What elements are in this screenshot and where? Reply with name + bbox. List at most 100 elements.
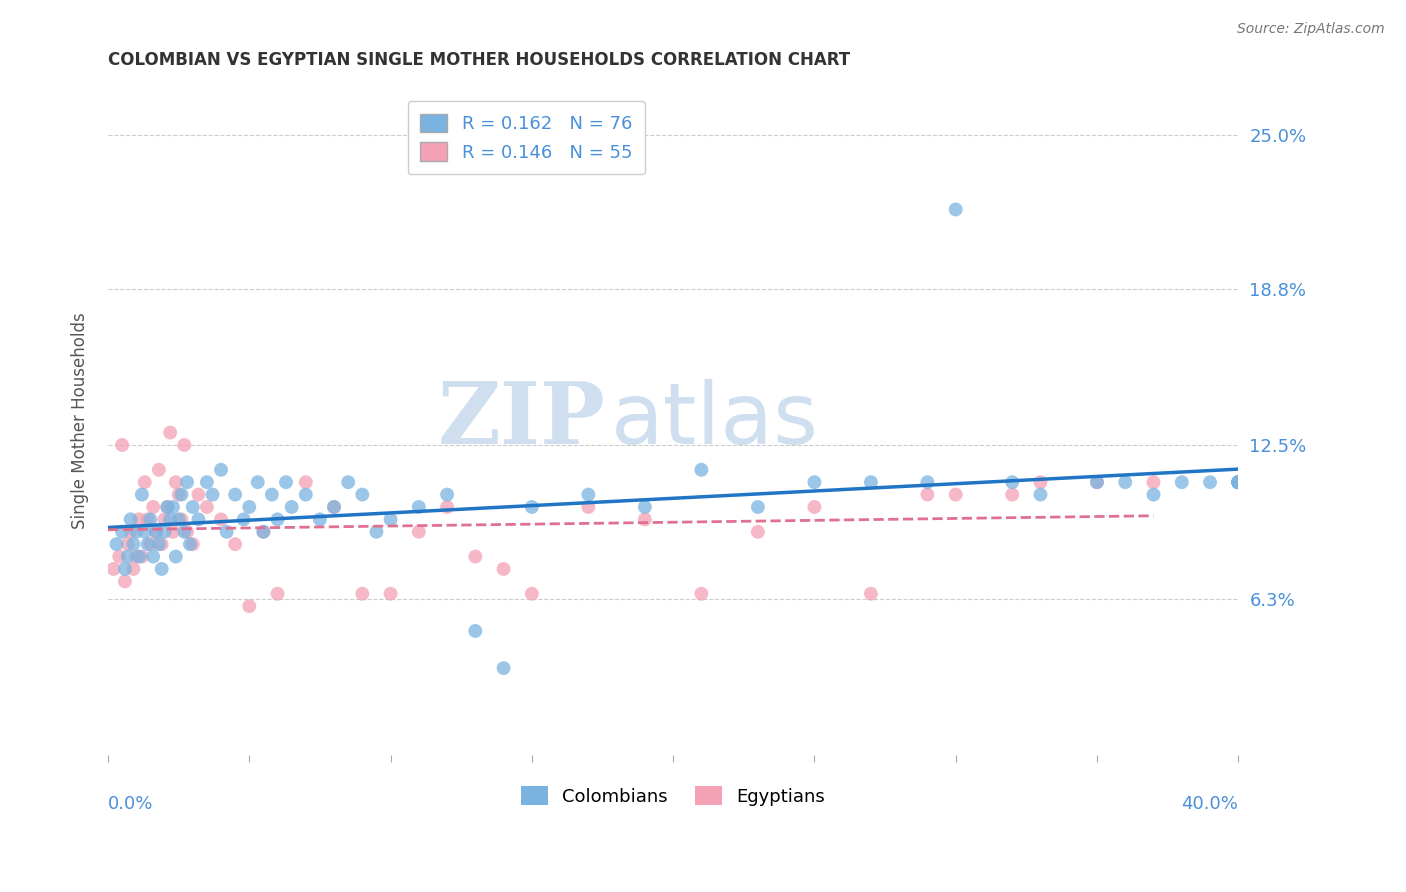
Point xyxy=(352,487,374,501)
Point xyxy=(136,512,159,526)
Point xyxy=(134,524,156,539)
Legend: Colombians, Egyptians: Colombians, Egyptians xyxy=(513,779,832,813)
Point xyxy=(1142,487,1164,501)
Point xyxy=(1001,475,1024,490)
Point xyxy=(209,512,232,526)
Point xyxy=(159,425,181,440)
Point xyxy=(1001,487,1024,501)
Point xyxy=(917,487,939,501)
Point xyxy=(131,549,153,564)
Point xyxy=(576,500,599,514)
Point xyxy=(167,512,190,526)
Text: atlas: atlas xyxy=(612,379,818,462)
Point xyxy=(252,524,274,539)
Point xyxy=(170,487,193,501)
Point xyxy=(1227,475,1250,490)
Point xyxy=(187,487,209,501)
Point xyxy=(148,537,170,551)
Point xyxy=(690,463,713,477)
Point xyxy=(150,562,173,576)
Point xyxy=(111,524,134,539)
Point xyxy=(380,587,402,601)
Point xyxy=(1227,475,1250,490)
Point xyxy=(1114,475,1136,490)
Point xyxy=(436,500,458,514)
Text: Source: ZipAtlas.com: Source: ZipAtlas.com xyxy=(1237,22,1385,37)
Y-axis label: Single Mother Households: Single Mother Households xyxy=(72,312,89,529)
Point xyxy=(408,524,430,539)
Point xyxy=(323,500,346,514)
Point xyxy=(337,475,360,490)
Point xyxy=(1029,475,1052,490)
Point xyxy=(165,475,187,490)
Point xyxy=(139,512,162,526)
Point xyxy=(1227,475,1250,490)
Point xyxy=(125,549,148,564)
Point xyxy=(145,524,167,539)
Point xyxy=(105,537,128,551)
Point xyxy=(246,475,269,490)
Point xyxy=(238,599,260,614)
Point xyxy=(634,512,657,526)
Point xyxy=(576,487,599,501)
Point xyxy=(215,524,238,539)
Point xyxy=(274,475,297,490)
Point xyxy=(114,574,136,589)
Point xyxy=(917,475,939,490)
Point xyxy=(117,537,139,551)
Point xyxy=(139,537,162,551)
Point xyxy=(153,524,176,539)
Point xyxy=(1227,475,1250,490)
Point xyxy=(803,500,825,514)
Point xyxy=(173,524,195,539)
Point xyxy=(179,537,201,551)
Point xyxy=(238,500,260,514)
Point xyxy=(128,512,150,526)
Point xyxy=(366,524,388,539)
Point xyxy=(224,487,246,501)
Point xyxy=(159,512,181,526)
Point xyxy=(945,487,967,501)
Point xyxy=(492,661,515,675)
Point xyxy=(120,524,142,539)
Point xyxy=(173,438,195,452)
Point xyxy=(464,549,486,564)
Point xyxy=(153,512,176,526)
Point xyxy=(520,500,543,514)
Point xyxy=(232,512,254,526)
Point xyxy=(122,562,145,576)
Point xyxy=(176,524,198,539)
Point xyxy=(1227,475,1250,490)
Point xyxy=(1171,475,1194,490)
Point xyxy=(181,500,204,514)
Point xyxy=(690,587,713,601)
Text: ZIP: ZIP xyxy=(437,378,606,462)
Point xyxy=(209,463,232,477)
Text: 0.0%: 0.0% xyxy=(108,795,153,814)
Point xyxy=(181,537,204,551)
Point xyxy=(266,587,288,601)
Point xyxy=(122,537,145,551)
Point xyxy=(170,512,193,526)
Point xyxy=(195,500,218,514)
Point xyxy=(1085,475,1108,490)
Point xyxy=(323,500,346,514)
Point xyxy=(131,487,153,501)
Point xyxy=(195,475,218,490)
Point xyxy=(142,500,165,514)
Point xyxy=(294,487,316,501)
Point xyxy=(224,537,246,551)
Point xyxy=(436,487,458,501)
Point xyxy=(1227,475,1250,490)
Point xyxy=(176,475,198,490)
Point xyxy=(859,475,882,490)
Point xyxy=(803,475,825,490)
Point xyxy=(125,524,148,539)
Point xyxy=(1142,475,1164,490)
Point xyxy=(128,549,150,564)
Point xyxy=(266,512,288,526)
Point xyxy=(252,524,274,539)
Text: 40.0%: 40.0% xyxy=(1181,795,1239,814)
Point xyxy=(294,475,316,490)
Point xyxy=(634,500,657,514)
